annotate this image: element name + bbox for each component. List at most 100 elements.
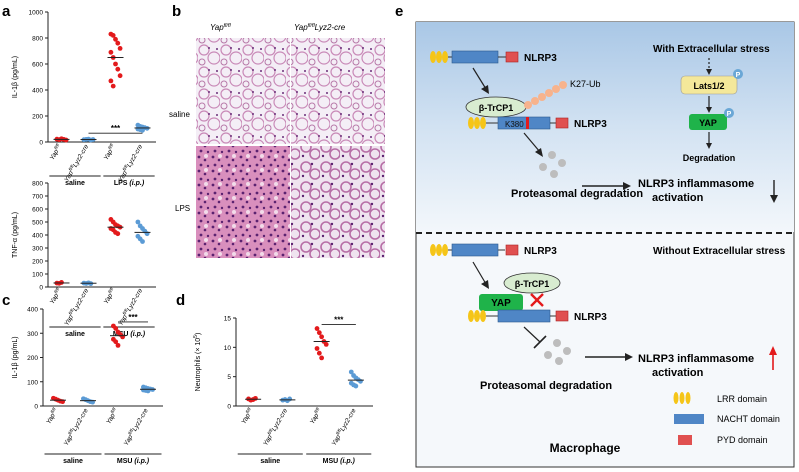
degradation-label: Degradation (683, 153, 736, 163)
y-tick-label: 5 (227, 374, 231, 381)
data-point (116, 343, 121, 348)
group-bracket-label: MSU (i.p.) (117, 458, 150, 465)
group-label: Yapfl/fl (308, 406, 324, 426)
y-tick-label: 200 (27, 355, 38, 362)
btrcp1-label-bottom: β-TrCP1 (515, 279, 550, 289)
group-label: Yapfl/fl (47, 286, 63, 306)
y-tick-label: 0 (39, 140, 43, 147)
histology-image-ff-saline (196, 38, 290, 144)
group-label: Yapfl/fl (104, 406, 120, 426)
chart-neutrophils-msu: 0 5 10 15 Neutrophils (× 105) *** Yapfl/fl Yapf… (193, 316, 373, 466)
diagram-footer-label: Macrophage (550, 441, 621, 455)
k380-label: K380 (505, 120, 524, 129)
phospho-label-lats: P (736, 72, 741, 79)
y-tick-label: 15 (224, 316, 232, 323)
y-tick-label: 300 (32, 246, 43, 253)
inflammasome-label-bottom-1: NLRP3 inflammasome (638, 353, 754, 365)
data-point (353, 384, 358, 389)
nlrp3-label-top: NLRP3 (524, 53, 557, 64)
data-point (109, 50, 114, 55)
data-point (118, 73, 123, 78)
histology-row1-label: saline (169, 110, 190, 119)
group-bracket-label: saline (63, 458, 83, 465)
data-point (109, 79, 114, 84)
significance-label: *** (111, 124, 121, 133)
group-bracket-label: saline (260, 458, 280, 465)
group-label: Yapfl/flLyz2-cre (62, 286, 90, 327)
domain-legend: LRR domain NACHT domain PYD domain (674, 392, 780, 445)
yap-label-top: YAP (699, 118, 717, 128)
y-tick-label: 10 (224, 345, 232, 352)
group-label: Yapfl/flLyz2-cre (261, 406, 289, 447)
group-bracket-label: MSU (i.p.) (323, 458, 356, 465)
y-tick-label: 800 (32, 36, 43, 43)
y-tick-label: 700 (32, 194, 43, 201)
y-axis-label: Neutrophils (× 105) (193, 333, 202, 392)
group-label: Yapfl/flLyz2-cre (62, 406, 90, 447)
lats-label: Lats1/2 (693, 81, 724, 91)
histology-panel: Yapfl/fl Yapfl/flLyz2-cre saline LPS (169, 23, 385, 258)
y-axis-label: TNF-α (pg/mL) (12, 212, 19, 258)
without-stress-title: Without Extracellular stress (653, 246, 786, 257)
inflammasome-label-bottom-2: activation (652, 367, 704, 379)
y-axis-label: IL-1β (pg/mL) (12, 336, 19, 378)
nlrp3-label-bottom: NLRP3 (524, 246, 557, 257)
group-label: Yapfl/fl (44, 406, 60, 426)
group-bracket-label: saline (65, 180, 85, 187)
data-point (317, 330, 322, 335)
histology-col1-label: Yapfl/fl (210, 23, 231, 32)
data-point (315, 346, 320, 351)
panel-letter-b: b (172, 3, 181, 20)
histology-image-ff-lps (196, 146, 290, 258)
y-tick-label: 1000 (29, 10, 44, 17)
histology-image-cre-lps (291, 146, 385, 258)
data-point (319, 334, 324, 339)
group-label: Yapfl/flLyz2-cre (116, 142, 144, 183)
y-tick-label: 0 (34, 404, 38, 411)
panel-letter-c: c (2, 292, 10, 309)
mechanism-diagram: NLRP3 β-TrCP1 K27-Ub K380 NLRP3 (416, 22, 794, 467)
y-tick-label: 600 (32, 62, 43, 69)
data-point (111, 84, 116, 89)
nlrp3-label-top-2: NLRP3 (574, 119, 607, 130)
significance-label: *** (334, 316, 344, 325)
histology-image-cre-saline (291, 38, 385, 144)
group-label: Yapfl/flLyz2-cre (122, 406, 150, 447)
y-tick-label: 200 (32, 114, 43, 121)
group-bracket-label: saline (65, 331, 85, 338)
y-tick-label: 400 (32, 88, 43, 95)
k27ub-label: K27-Ub (570, 79, 601, 89)
y-tick-label: 800 (32, 181, 43, 188)
data-point (59, 280, 64, 285)
yap-label-bottom: YAP (491, 298, 511, 309)
btrcp1-label-top: β-TrCP1 (479, 103, 514, 113)
data-point (115, 231, 120, 236)
data-point (140, 239, 145, 244)
legend-nacht: NACHT domain (717, 414, 780, 424)
y-tick-label: 0 (227, 404, 231, 411)
histology-col2-label: Yapfl/flLyz2-cre (294, 23, 346, 32)
legend-lrr: LRR domain (717, 394, 767, 404)
y-tick-label: 200 (32, 259, 43, 266)
data-point (140, 128, 145, 133)
panel-letter-d: d (176, 292, 185, 309)
chart-il1b-lps: 02004006008001000IL-1β (pg/mL)***Yapfl/f… (12, 10, 156, 188)
group-label: Yapfl/fl (47, 142, 63, 162)
y-tick-label: 0 (39, 285, 43, 292)
panel-letter-e: e (395, 3, 403, 20)
y-tick-label: 300 (27, 331, 38, 338)
data-point (253, 396, 258, 401)
data-point (358, 379, 363, 384)
data-point (324, 342, 329, 347)
data-point (113, 62, 118, 67)
y-tick-label: 100 (27, 379, 38, 386)
inflammasome-label-top-2: activation (652, 192, 704, 204)
group-bracket-label: LPS (i.p.) (114, 180, 145, 187)
group-label: Yapfl/flLyz2-cre (329, 406, 357, 447)
phospho-label-yap: P (727, 111, 732, 118)
group-label: Yapfl/fl (101, 142, 117, 162)
legend-pyd: PYD domain (717, 435, 768, 445)
data-point (64, 138, 69, 143)
histology-row2-label: LPS (175, 204, 190, 213)
